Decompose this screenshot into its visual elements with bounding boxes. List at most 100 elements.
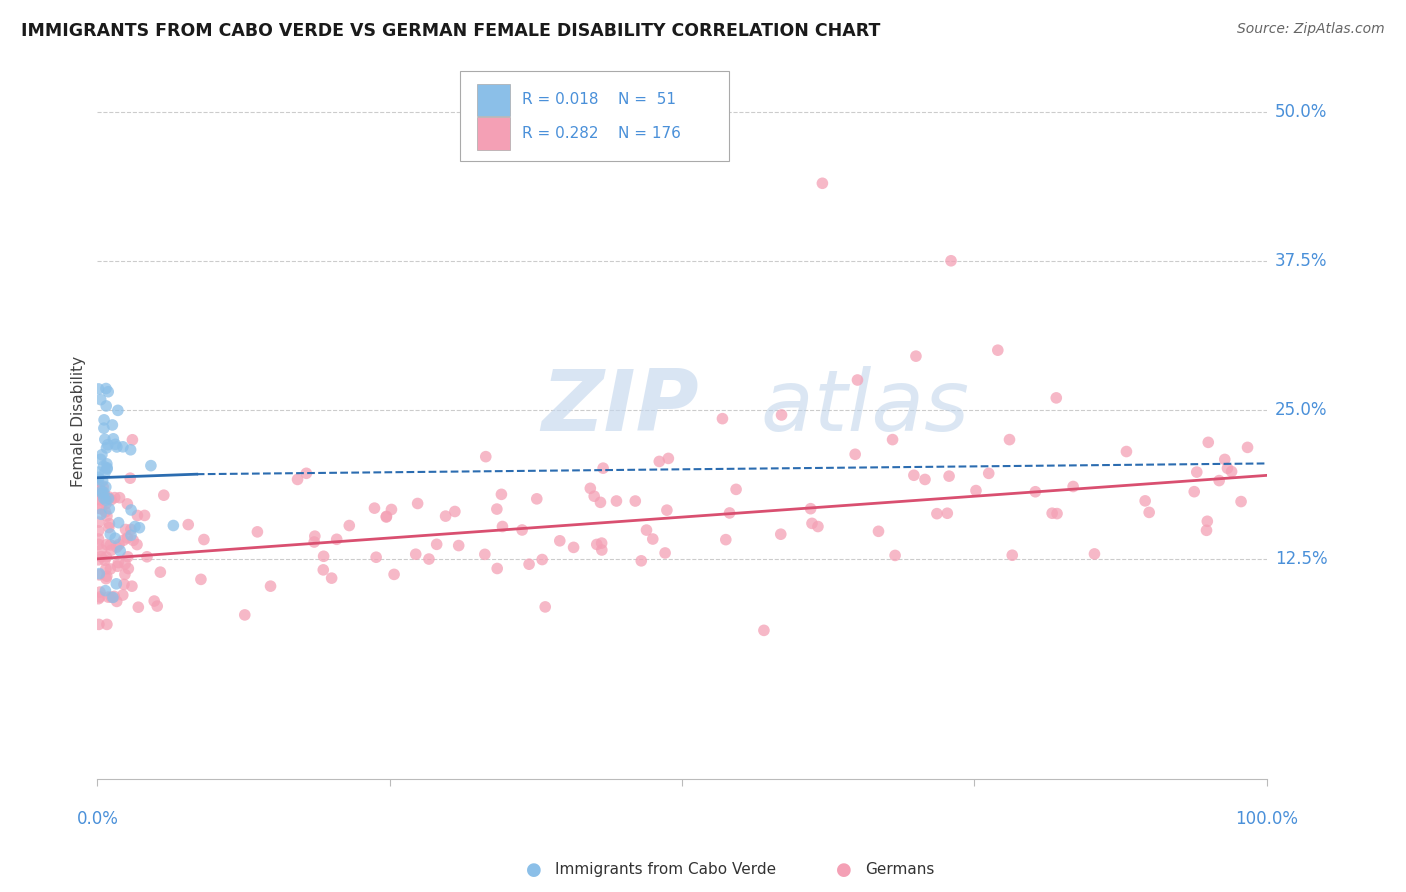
Point xyxy=(884,549,907,563)
Point xyxy=(87,473,110,487)
Point xyxy=(87,479,110,493)
Point xyxy=(136,549,159,564)
Point xyxy=(526,491,548,506)
Point xyxy=(96,508,118,523)
Point xyxy=(938,469,960,483)
Point xyxy=(114,523,136,537)
Point xyxy=(641,532,664,546)
Point xyxy=(1062,479,1084,493)
Point xyxy=(589,495,612,509)
Point xyxy=(94,480,117,494)
Point xyxy=(654,546,676,560)
Point xyxy=(1182,484,1205,499)
Text: 12.5%: 12.5% xyxy=(1275,549,1327,568)
Point xyxy=(800,501,823,516)
Point xyxy=(143,594,166,608)
Point xyxy=(112,533,135,548)
Point xyxy=(87,492,110,507)
Point xyxy=(312,563,335,577)
Text: ●: ● xyxy=(835,861,852,879)
Point xyxy=(1024,484,1046,499)
Point xyxy=(87,470,110,484)
Point xyxy=(94,562,117,576)
Point xyxy=(375,510,398,524)
Point xyxy=(153,488,176,502)
Text: atlas: atlas xyxy=(541,366,969,449)
Point xyxy=(562,541,585,555)
Point xyxy=(104,491,127,505)
Point xyxy=(583,489,606,503)
Point xyxy=(94,433,117,447)
Point xyxy=(93,489,115,503)
Point xyxy=(90,448,112,462)
Text: 100.0%: 100.0% xyxy=(1236,810,1298,828)
Point xyxy=(655,503,678,517)
Point xyxy=(124,519,146,533)
Point xyxy=(90,452,112,467)
Point xyxy=(752,624,775,638)
Point xyxy=(93,491,115,506)
Point xyxy=(105,577,128,591)
Point xyxy=(105,594,128,608)
Point xyxy=(98,527,121,541)
Point xyxy=(1045,391,1067,405)
Point xyxy=(312,549,335,564)
Text: R = 0.018    N =  51: R = 0.018 N = 51 xyxy=(522,93,676,107)
Point xyxy=(846,373,869,387)
Text: 25.0%: 25.0% xyxy=(1275,401,1327,419)
Point xyxy=(91,486,114,500)
Point xyxy=(295,467,318,481)
Point xyxy=(117,531,139,545)
Point xyxy=(103,432,125,446)
Point xyxy=(94,497,117,511)
Point xyxy=(657,451,679,466)
Point xyxy=(87,483,110,498)
Point xyxy=(510,523,533,537)
Point xyxy=(120,442,142,457)
Text: 0.0%: 0.0% xyxy=(76,810,118,828)
Point xyxy=(90,549,112,564)
Point xyxy=(97,438,120,452)
Point xyxy=(111,440,134,454)
Y-axis label: Female Disability: Female Disability xyxy=(72,356,86,487)
Point xyxy=(97,520,120,534)
Text: 50.0%: 50.0% xyxy=(1275,103,1327,120)
Point xyxy=(120,523,142,537)
Point xyxy=(94,505,117,519)
Point xyxy=(259,579,281,593)
Point xyxy=(108,544,131,558)
Point xyxy=(1216,461,1239,475)
Point xyxy=(96,617,118,632)
Point xyxy=(107,556,129,570)
Point xyxy=(426,537,449,551)
Point xyxy=(591,536,613,550)
Point xyxy=(90,392,112,407)
Point xyxy=(903,468,925,483)
Point xyxy=(117,561,139,575)
Point xyxy=(100,562,122,576)
Point xyxy=(585,537,607,551)
Point xyxy=(105,440,128,454)
Point xyxy=(405,547,427,561)
Point xyxy=(965,483,987,498)
Point xyxy=(811,176,834,190)
Point xyxy=(94,493,117,508)
Point xyxy=(491,519,513,533)
Point xyxy=(474,547,496,561)
Point xyxy=(177,517,200,532)
Point xyxy=(87,532,110,546)
Point xyxy=(87,501,110,516)
Point xyxy=(87,617,110,632)
Point xyxy=(1185,465,1208,479)
Point xyxy=(486,561,509,575)
Point xyxy=(96,399,118,413)
Point xyxy=(337,518,360,533)
Point xyxy=(101,417,124,432)
Text: Source: ZipAtlas.com: Source: ZipAtlas.com xyxy=(1237,22,1385,37)
Point xyxy=(1083,547,1105,561)
Point xyxy=(807,519,830,533)
Point xyxy=(146,599,169,613)
Point xyxy=(233,607,256,622)
Point xyxy=(844,447,866,461)
Point xyxy=(769,527,792,541)
